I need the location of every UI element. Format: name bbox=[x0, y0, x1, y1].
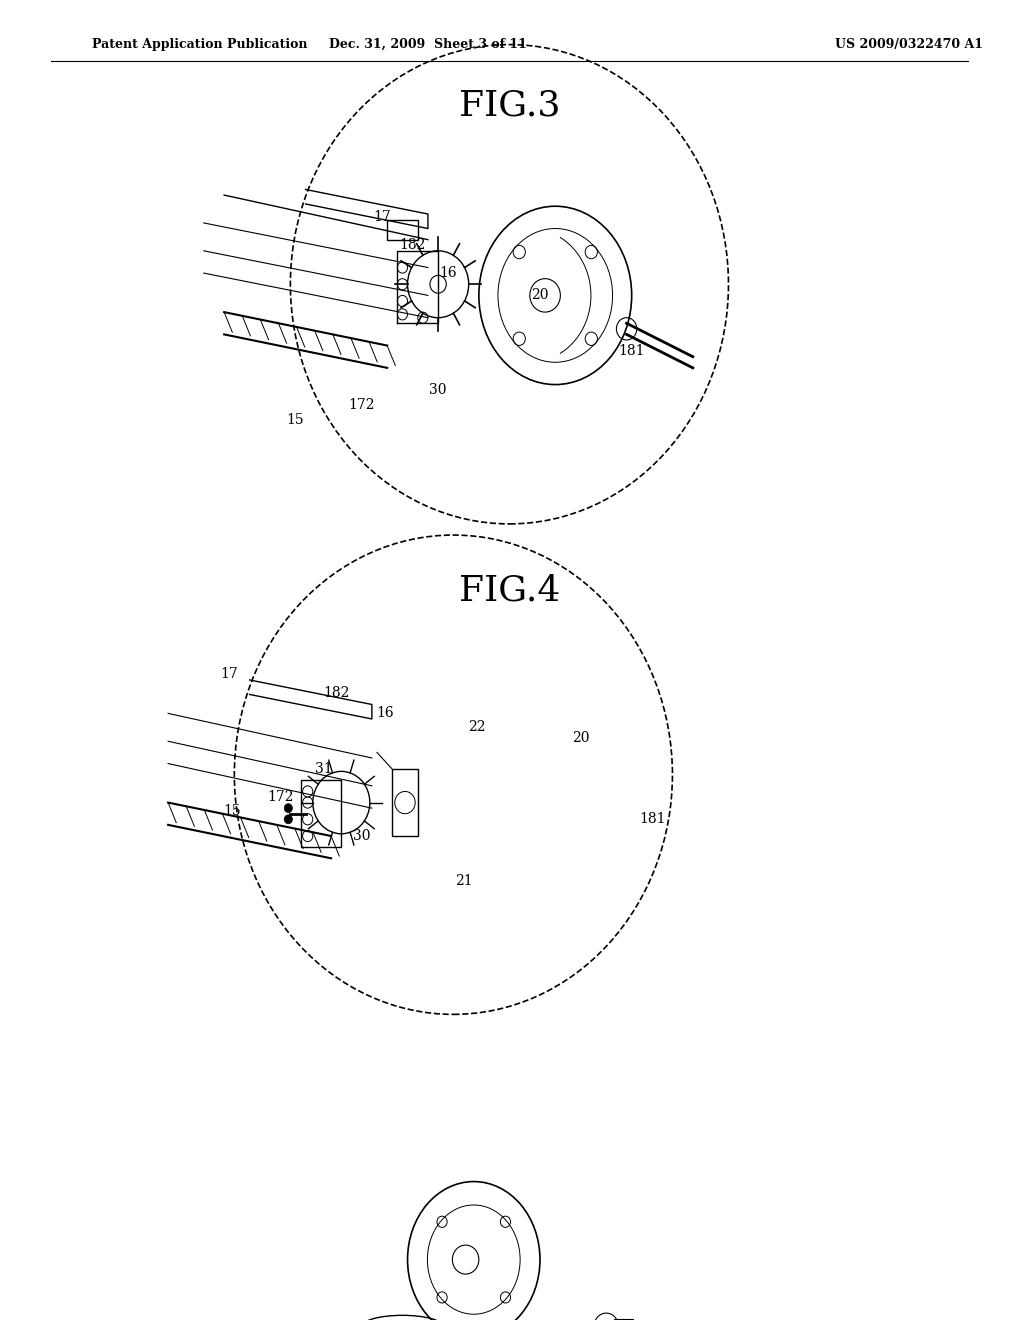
Text: FIG.4: FIG.4 bbox=[459, 574, 560, 607]
Text: 172: 172 bbox=[267, 789, 294, 804]
Text: 20: 20 bbox=[572, 731, 590, 744]
Text: 181: 181 bbox=[618, 345, 645, 358]
Text: 21: 21 bbox=[455, 874, 472, 887]
Text: Dec. 31, 2009  Sheet 3 of 11: Dec. 31, 2009 Sheet 3 of 11 bbox=[329, 38, 527, 51]
Text: 181: 181 bbox=[639, 812, 666, 826]
Text: 16: 16 bbox=[376, 706, 394, 721]
Text: 31: 31 bbox=[315, 762, 333, 776]
Text: Patent Application Publication: Patent Application Publication bbox=[92, 38, 307, 51]
Text: 15: 15 bbox=[287, 413, 304, 428]
Text: 172: 172 bbox=[348, 397, 375, 412]
Bar bbox=[301, 780, 341, 847]
Text: 15: 15 bbox=[223, 804, 241, 818]
Bar bbox=[614, 1319, 633, 1320]
Text: 20: 20 bbox=[531, 288, 549, 302]
Text: 182: 182 bbox=[399, 238, 426, 252]
Text: FIG.3: FIG.3 bbox=[459, 88, 560, 123]
Text: 17: 17 bbox=[220, 668, 239, 681]
Bar bbox=[392, 770, 418, 836]
Circle shape bbox=[285, 814, 293, 824]
Text: 17: 17 bbox=[373, 210, 391, 224]
Text: 30: 30 bbox=[429, 383, 446, 397]
Text: 30: 30 bbox=[353, 829, 371, 843]
Text: 16: 16 bbox=[439, 267, 457, 280]
Text: 22: 22 bbox=[468, 719, 485, 734]
Text: US 2009/0322470 A1: US 2009/0322470 A1 bbox=[836, 38, 983, 51]
Text: 182: 182 bbox=[323, 686, 349, 701]
Circle shape bbox=[285, 804, 293, 813]
